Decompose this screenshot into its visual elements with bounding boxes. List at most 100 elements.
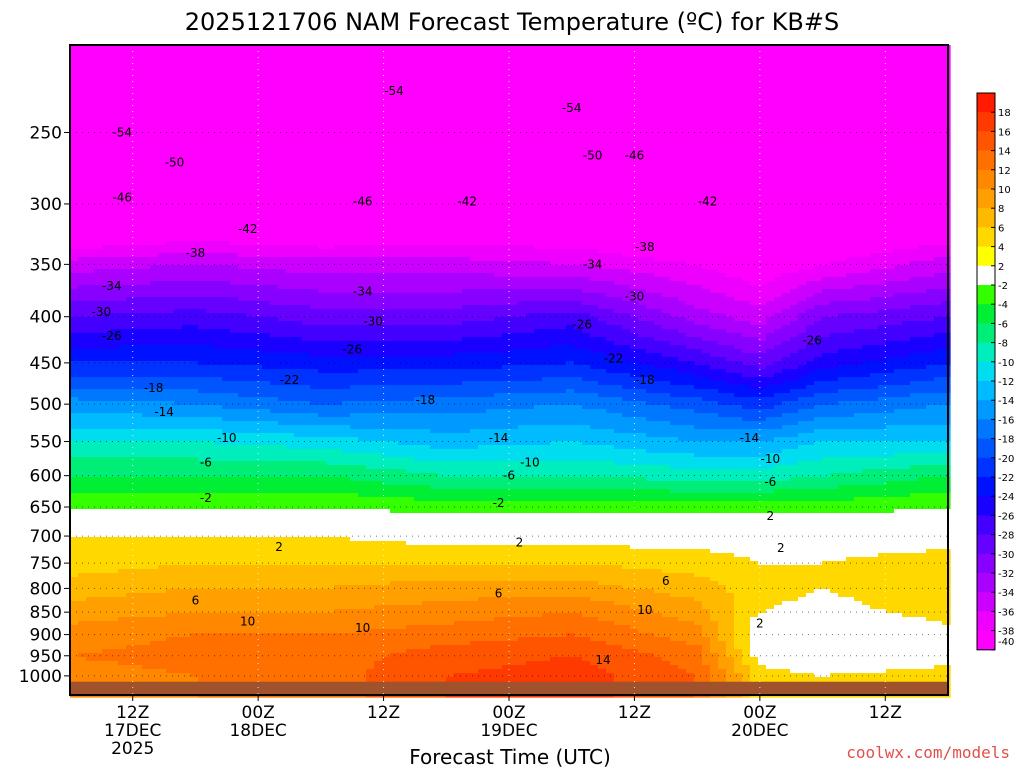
heatmap-cell [142, 61, 151, 66]
heatmap-cell [134, 361, 143, 366]
heatmap-cell [78, 185, 87, 190]
heatmap-cell [78, 593, 87, 598]
heatmap-cell [222, 489, 231, 494]
heatmap-cell [270, 593, 279, 598]
heatmap-cell [294, 101, 303, 106]
heatmap-cell [246, 49, 255, 54]
heatmap-cell [70, 189, 79, 194]
heatmap-cell [230, 533, 239, 538]
heatmap-cell [134, 585, 143, 590]
heatmap-cell [230, 465, 239, 470]
heatmap-cell [238, 501, 247, 506]
heatmap-cell [158, 517, 167, 522]
heatmap-cell [142, 253, 151, 258]
heatmap-cell [182, 57, 191, 62]
heatmap-cell [134, 501, 143, 506]
heatmap-cell [214, 377, 223, 382]
heatmap-cell [206, 425, 215, 430]
heatmap-cell [134, 241, 143, 246]
heatmap-cell [142, 633, 151, 638]
heatmap-cell [102, 569, 111, 574]
heatmap-cell [158, 513, 167, 518]
heatmap-cell [238, 225, 247, 230]
heatmap-cell [158, 597, 167, 602]
heatmap-cell [134, 189, 143, 194]
heatmap-cell [286, 301, 295, 306]
heatmap-cell [142, 393, 151, 398]
heatmap-cell [94, 661, 103, 666]
heatmap-cell [70, 93, 79, 98]
heatmap-cell [70, 657, 79, 662]
heatmap-cell [110, 429, 119, 434]
heatmap-cell [206, 229, 215, 234]
heatmap-cell [158, 225, 167, 230]
heatmap-cell [174, 433, 183, 438]
heatmap-cell [214, 549, 223, 554]
heatmap-cell [190, 185, 199, 190]
heatmap-cell [302, 649, 311, 654]
heatmap-cell [246, 129, 255, 134]
heatmap-cell [110, 537, 119, 542]
heatmap-cell [254, 621, 263, 626]
heatmap-cell [246, 601, 255, 606]
heatmap-cell [182, 337, 191, 342]
heatmap-cell [214, 449, 223, 454]
heatmap-cell [182, 185, 191, 190]
heatmap-cell [70, 273, 79, 278]
heatmap-cell [134, 577, 143, 582]
heatmap-cell [230, 377, 239, 382]
heatmap-cell [86, 321, 95, 326]
heatmap-cell [174, 61, 183, 66]
heatmap-cell [302, 657, 311, 662]
heatmap-cell [86, 497, 95, 502]
heatmap-cell [150, 485, 159, 490]
heatmap-cell [142, 105, 151, 110]
heatmap-cell [94, 409, 103, 414]
heatmap-cell [182, 125, 191, 130]
heatmap-cell [126, 285, 135, 290]
heatmap-cell [286, 117, 295, 122]
heatmap-cell [286, 401, 295, 406]
heatmap-cell [118, 165, 127, 170]
heatmap-cell [286, 397, 295, 402]
heatmap-cell [286, 169, 295, 174]
heatmap-cell [70, 321, 79, 326]
heatmap-cell [78, 357, 87, 362]
heatmap-cell [102, 161, 111, 166]
heatmap-cell [158, 193, 167, 198]
heatmap-cell [190, 445, 199, 450]
heatmap-cell [302, 509, 311, 514]
heatmap-cell [126, 109, 135, 114]
heatmap-cell [262, 97, 271, 102]
heatmap-cell [286, 677, 295, 682]
heatmap-cell [174, 237, 183, 242]
heatmap-cell [310, 233, 319, 238]
heatmap-cell [158, 313, 167, 318]
heatmap-cell [214, 649, 223, 654]
heatmap-cell [78, 337, 87, 342]
heatmap-cell [158, 569, 167, 574]
heatmap-cell [198, 105, 207, 110]
heatmap-cell [142, 81, 151, 86]
heatmap-cell [230, 529, 239, 534]
heatmap-cell [142, 621, 151, 626]
heatmap-cell [174, 609, 183, 614]
heatmap-cell [126, 661, 135, 666]
heatmap-cell [110, 581, 119, 586]
heatmap-cell [190, 629, 199, 634]
heatmap-cell [222, 513, 231, 518]
heatmap-cell [78, 181, 87, 186]
heatmap-cell [126, 105, 135, 110]
heatmap-cell [214, 341, 223, 346]
heatmap-cell [94, 641, 103, 646]
heatmap-cell [262, 125, 271, 130]
heatmap-cell [78, 349, 87, 354]
heatmap-cell [150, 565, 159, 570]
heatmap-cell [126, 229, 135, 234]
heatmap-cell [150, 301, 159, 306]
heatmap-cell [310, 369, 319, 374]
heatmap-cell [246, 141, 255, 146]
heatmap-cell [238, 89, 247, 94]
heatmap-cell [190, 653, 199, 658]
heatmap-cell [134, 81, 143, 86]
